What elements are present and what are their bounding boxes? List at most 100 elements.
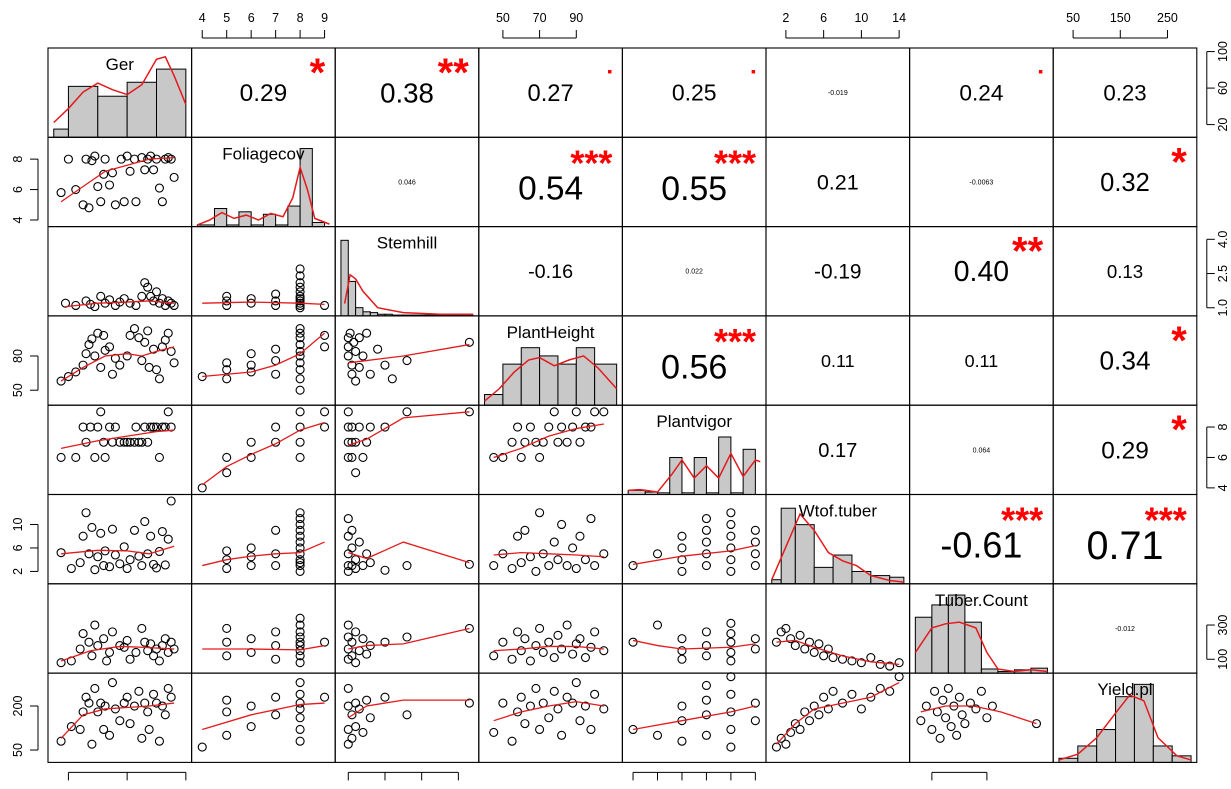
- scatter-point: [222, 707, 232, 717]
- correlation-panel-r6-c7: -0.012: [1115, 626, 1135, 633]
- correlation-value: 0.71: [1087, 524, 1164, 568]
- scatter-point: [125, 654, 135, 664]
- scatter-point: [538, 647, 548, 657]
- scatter-point: [246, 360, 256, 370]
- scatter-point: [115, 437, 125, 447]
- scatter-point: [814, 710, 824, 720]
- scatter-point: [295, 374, 305, 384]
- histogram-panel-foliagecov: Foliagecov: [196, 144, 330, 228]
- scatter-point: [295, 637, 305, 647]
- scatter-point: [107, 627, 118, 637]
- scatter-point: [781, 739, 791, 749]
- scatter-panel-r6-c2: [343, 620, 474, 668]
- significance-stars: *: [1171, 140, 1187, 184]
- scatter-point: [295, 296, 305, 306]
- scatter-point: [507, 437, 517, 447]
- scatter-point: [222, 695, 232, 705]
- scatter-panel-r6-c5: [771, 623, 904, 671]
- scatter-point: [154, 298, 164, 308]
- scatter-point: [557, 644, 567, 654]
- correlation-value: 0.022: [685, 269, 703, 276]
- scatter-point: [507, 654, 517, 664]
- scatter-point: [66, 722, 76, 732]
- scatter-point: [271, 710, 281, 720]
- scatter-point: [875, 659, 885, 669]
- scatter-point: [726, 555, 736, 565]
- scatter-point: [84, 340, 94, 350]
- scatter-point: [56, 376, 66, 386]
- significance-stars: ▪: [607, 63, 612, 79]
- scatter-point: [100, 154, 110, 164]
- scatter-point: [535, 724, 545, 735]
- scatter-point: [246, 452, 256, 463]
- scatter-point: [701, 525, 711, 535]
- scatter-point: [116, 154, 126, 164]
- histogram-bar: [780, 507, 796, 585]
- scatter-point: [222, 452, 232, 463]
- scatter-point: [498, 698, 508, 708]
- scatter-point: [222, 291, 232, 301]
- scatter-point: [87, 156, 97, 166]
- loess-line: [60, 429, 175, 449]
- tick-label: 100: [175, 787, 196, 789]
- scatter-point: [726, 707, 736, 717]
- scatter-point: [295, 422, 305, 432]
- tick-label: 5: [654, 787, 661, 789]
- scatter-panel-r7-c4: [628, 672, 760, 752]
- correlation-panel-r2-c4: 0.022: [685, 269, 703, 276]
- scatter-point: [320, 692, 330, 702]
- scatter-point: [362, 328, 372, 338]
- scatter-point: [347, 637, 357, 647]
- scatter-point: [246, 349, 256, 359]
- scatter-point: [343, 620, 353, 630]
- correlation-panel-r3-c4: 0.56***: [661, 321, 756, 387]
- right-axis-0: 20 60 100: [1206, 41, 1230, 132]
- scatter-point: [520, 525, 530, 535]
- scatter-point: [726, 724, 736, 735]
- left-axis-5: 2 6 10: [11, 517, 39, 575]
- correlation-panel-r1-c5: 0.21: [817, 169, 859, 194]
- scatter-panel-r4-c0: [56, 407, 176, 463]
- scatter-panel-r6-c3: [489, 620, 609, 666]
- correlation-value: 0.24: [959, 81, 1003, 106]
- tick-label: 200: [11, 696, 25, 717]
- scatter-point: [122, 437, 132, 447]
- scatter-point: [866, 692, 876, 702]
- scatter-point: [343, 422, 353, 432]
- scatter-point: [295, 278, 305, 288]
- scatter-point: [701, 651, 711, 661]
- bottom-axis-2: 1.0 2.0 3.0 4.0: [340, 771, 467, 789]
- loess-line: [65, 300, 175, 308]
- histogram-bar: [126, 81, 157, 138]
- scatter-point: [701, 680, 711, 691]
- scatter-point: [90, 620, 100, 630]
- scatter-point: [149, 689, 159, 699]
- scatter-point: [562, 437, 572, 447]
- variable-label: Plantvigor: [656, 412, 732, 431]
- scatter-point: [295, 724, 305, 735]
- scatter-point: [122, 692, 132, 702]
- scatter-point: [351, 437, 361, 447]
- scatter-point: [246, 561, 256, 571]
- scatter-point: [146, 291, 156, 301]
- scatter-point: [295, 519, 305, 530]
- bottom-axis-6: 100 300: [921, 771, 997, 789]
- scatter-point: [146, 422, 156, 432]
- tick-label: 100: [921, 787, 942, 789]
- scatter-point: [222, 651, 232, 661]
- correlation-panel-r1-c2: 0.046: [398, 179, 416, 186]
- tick-label: 7: [703, 787, 710, 789]
- scatter-point: [271, 654, 281, 664]
- significance-stars: *: [1171, 408, 1187, 452]
- scatter-point: [295, 385, 305, 395]
- scatter-point: [354, 362, 364, 372]
- scatter-point: [776, 733, 786, 743]
- correlation-value: 0.38: [380, 77, 434, 108]
- histogram-bar: [347, 280, 357, 317]
- top-axis-7: 50 150 250: [1066, 11, 1178, 39]
- correlation-value: 0.40: [954, 256, 1009, 288]
- correlation-panel-r1-c6: -0.0063: [970, 179, 994, 186]
- scatter-point: [115, 641, 125, 651]
- correlation-value: -0.19: [814, 261, 861, 284]
- scatter-point: [295, 620, 305, 630]
